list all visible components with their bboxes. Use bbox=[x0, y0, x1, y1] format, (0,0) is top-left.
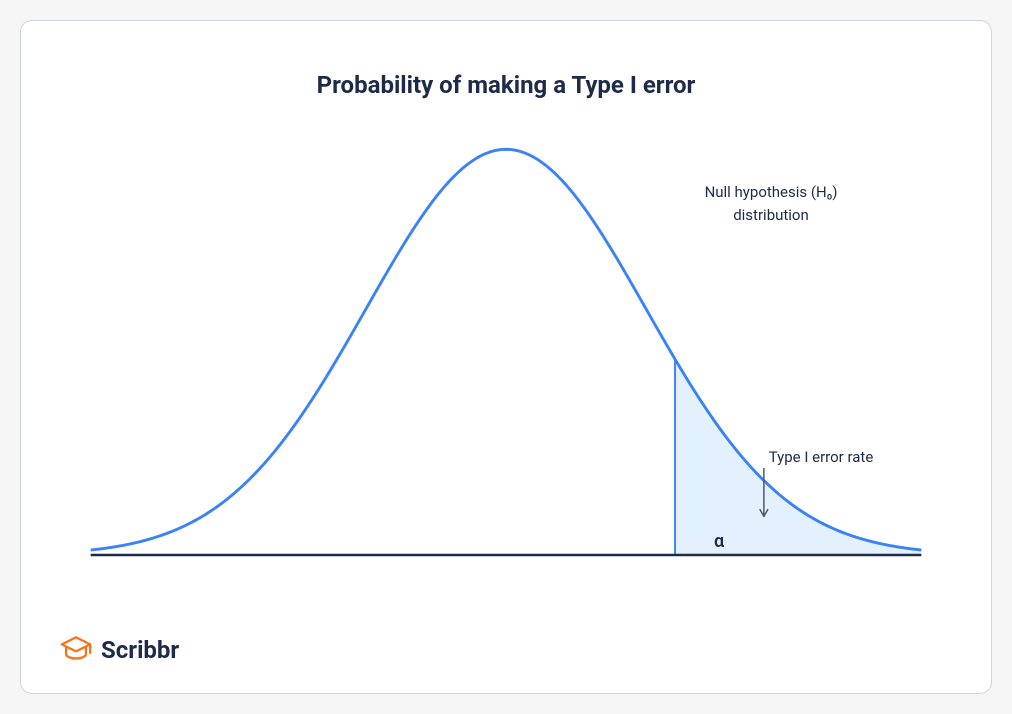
chart-title: Probability of making a Type I error bbox=[81, 71, 931, 99]
scribbr-logo: Scribbr bbox=[59, 633, 179, 667]
chart-area: Null hypothesis (H₀) distribution Type I… bbox=[81, 131, 931, 583]
type1-error-label: Type I error rate bbox=[741, 446, 901, 469]
chart-container: Probability of making a Type I error Nul… bbox=[20, 20, 992, 694]
null-hypothesis-line1: Null hypothesis (H₀) bbox=[671, 181, 871, 204]
null-hypothesis-line2: distribution bbox=[671, 204, 871, 227]
alpha-symbol: α bbox=[714, 531, 724, 552]
graduation-cap-icon bbox=[59, 633, 93, 667]
logo-text: Scribbr bbox=[101, 636, 179, 664]
null-hypothesis-label: Null hypothesis (H₀) distribution bbox=[671, 181, 871, 226]
